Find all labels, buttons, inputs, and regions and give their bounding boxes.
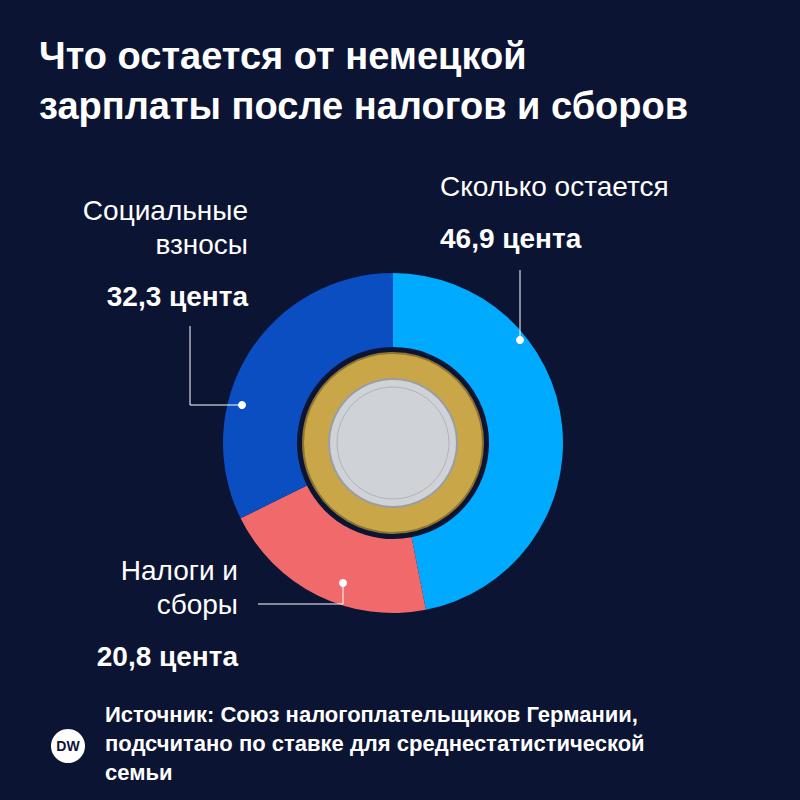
svg-text:20,8 цента: 20,8 цента: [97, 641, 239, 672]
svg-text:32,3 цента: 32,3 цента: [107, 281, 249, 312]
svg-text:DW: DW: [56, 738, 80, 754]
svg-text:семьи: семьи: [105, 760, 173, 785]
svg-text:Налоги и: Налоги и: [121, 555, 238, 586]
svg-text:Социальные: Социальные: [83, 195, 248, 226]
svg-text:взносы: взносы: [155, 229, 248, 260]
svg-text:зарплаты после налогов и сборо: зарплаты после налогов и сборов: [39, 85, 688, 127]
svg-text:Источник: Союз налогоплательщи: Источник: Союз налогоплательщиков Герман…: [105, 702, 638, 727]
svg-text:46,9 цента: 46,9 цента: [440, 223, 582, 254]
svg-text:подсчитано по ставке для средн: подсчитано по ставке для среднестатистич…: [105, 731, 645, 756]
svg-text:Сколько остается: Сколько остается: [440, 171, 669, 202]
svg-text:сборы: сборы: [157, 589, 238, 620]
svg-text:Что остается от немецкой: Что остается от немецкой: [39, 35, 527, 77]
